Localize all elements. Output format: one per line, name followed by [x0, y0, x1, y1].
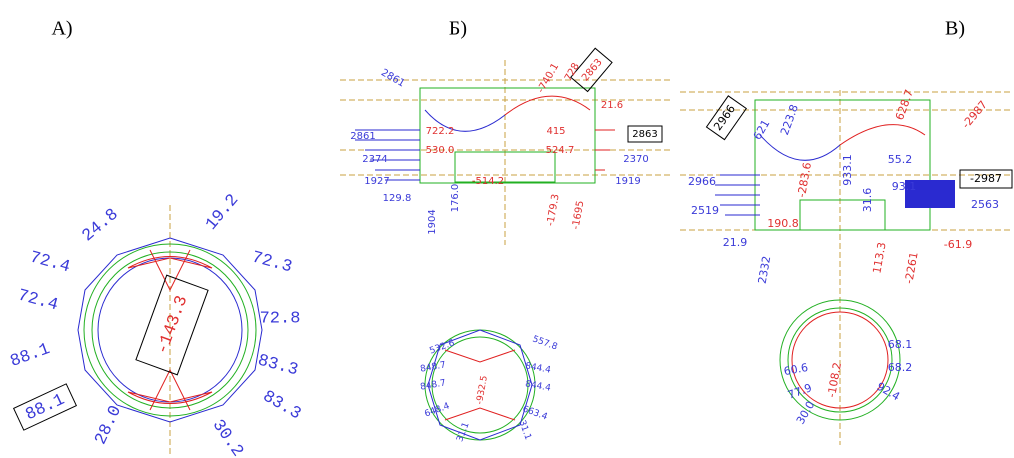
value-label: 28.0: [92, 403, 126, 448]
value-label: 176.0: [450, 184, 461, 213]
value-label: 190.8: [767, 217, 799, 230]
value-label: 557.8: [531, 334, 559, 352]
value-label: 2370: [623, 154, 648, 165]
value-label: 2563: [971, 198, 999, 211]
value-label: 2519: [691, 204, 719, 217]
value-label: -2987: [959, 98, 990, 131]
value-label: 60.6: [783, 361, 809, 378]
value-label: 844.4: [524, 379, 551, 393]
value-label: 129.8: [383, 193, 412, 204]
value-label: 1919: [615, 176, 640, 187]
value-label: 92.4: [874, 380, 902, 404]
value-label: 933.1: [841, 154, 854, 186]
value-label: 113.3: [870, 241, 888, 274]
value-label: -61.9: [944, 238, 972, 251]
value-label: 21.6: [601, 100, 623, 111]
value-label: 83.3: [259, 387, 304, 424]
value-label: 68.2: [888, 361, 913, 374]
value-label: 2863: [632, 129, 657, 140]
value-label: 2966: [688, 175, 716, 188]
value-label: 2374: [362, 154, 387, 165]
value-label: 1904: [427, 209, 438, 234]
figure: A) Б) В): [0, 0, 1014, 458]
value-label: -179.3: [545, 193, 561, 227]
value-label: -932.5: [475, 375, 490, 405]
value-label: 83.3: [256, 351, 300, 380]
panel-label: Б): [449, 18, 467, 40]
panel-label: A): [51, 18, 72, 40]
value-label: 524.7: [546, 145, 575, 156]
value-label: 88.1: [8, 340, 53, 372]
value-label: 2861: [379, 67, 407, 89]
value-label: 2861: [350, 131, 375, 142]
value-label: -2261: [902, 251, 920, 285]
value-label: 722.2: [426, 126, 455, 137]
value-label: 848.7: [420, 360, 447, 374]
value-label: 72.8: [260, 309, 301, 328]
value-label: 72.4: [28, 248, 72, 277]
value-label: 30.0: [794, 399, 818, 427]
value-label: 30.2: [208, 416, 247, 458]
value-label: -108.2: [825, 361, 844, 398]
value-label: 2332: [756, 255, 774, 285]
value-label: 223.8: [778, 103, 801, 137]
value-label: 848.7: [420, 378, 447, 392]
value-label: -283.6: [795, 161, 814, 198]
value-label: 415: [546, 126, 565, 137]
value-label: 19.2: [202, 191, 243, 234]
value-label: -514.2: [472, 176, 504, 187]
value-label: -740.1: [536, 62, 562, 95]
value-label: 530.0: [426, 145, 455, 156]
value-label: 532.6: [428, 338, 456, 356]
value-label: 72.3: [250, 248, 294, 277]
value-label: 77.9: [786, 381, 813, 402]
value-label: -2987: [970, 172, 1002, 185]
value-label: 68.1: [888, 338, 913, 351]
frame-c: [680, 90, 1012, 445]
value-label: 24.8: [79, 205, 122, 246]
value-label: -143.3: [154, 293, 193, 357]
value-label: 2966: [711, 103, 738, 133]
value-label: 55.2: [888, 153, 913, 166]
value-label: 621: [751, 117, 773, 142]
value-label: 93.1: [892, 180, 917, 193]
value-label: 31.6: [861, 188, 874, 213]
value-label: 21.9: [723, 236, 748, 249]
value-label: -1695: [571, 200, 587, 231]
value-label: 1927: [364, 176, 389, 187]
panel-label: В): [945, 18, 965, 40]
value-label: 628.7: [893, 88, 916, 122]
value-label: 31.1: [516, 419, 532, 441]
value-label: 72.4: [16, 286, 60, 315]
